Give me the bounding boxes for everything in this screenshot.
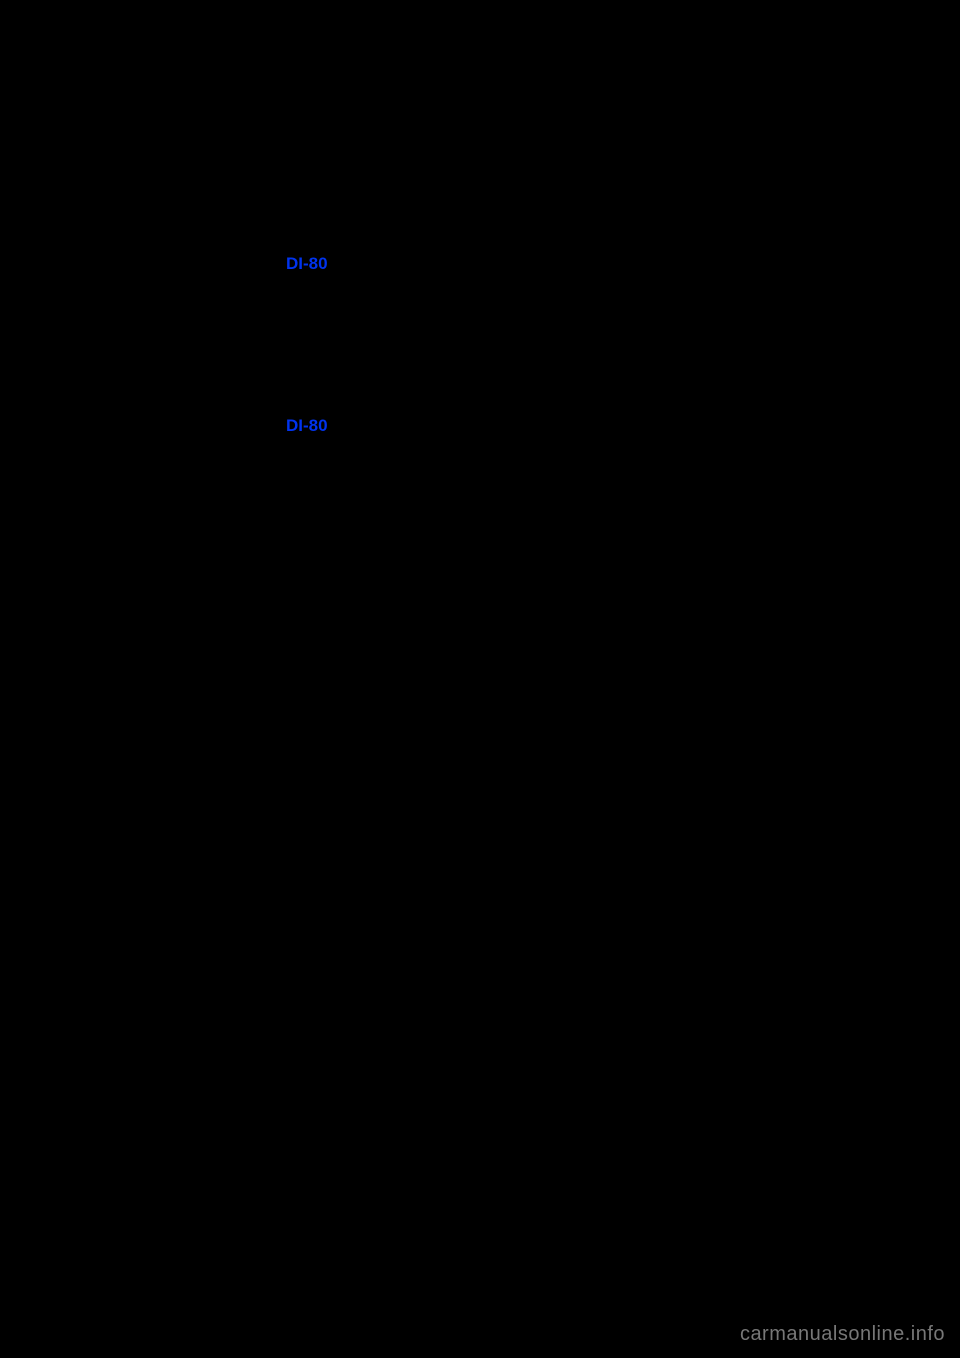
reference-link-2[interactable]: DI-80 [286, 416, 328, 436]
watermark-text: carmanualsonline.info [740, 1323, 945, 1346]
reference-link-1[interactable]: DI-80 [286, 254, 328, 274]
